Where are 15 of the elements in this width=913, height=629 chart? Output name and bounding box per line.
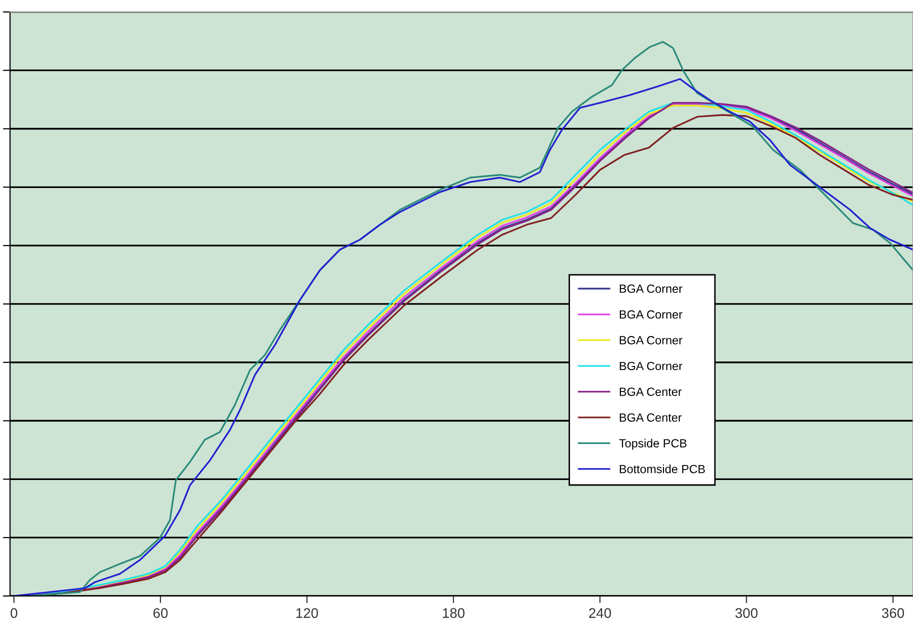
x-tick-label: 120 [296,608,318,618]
legend-label: Topside PCB [619,438,686,450]
x-tick-label: 0 [10,608,18,618]
legend-label: Bottomside PCB [620,464,705,474]
legend-label: BGA Center [620,413,682,422]
legend-label: BGA Corner [620,284,682,293]
x-tick-label: 360 [882,608,904,618]
x-tick-label: 240 [589,608,612,618]
x-tick-label: 300 [735,608,758,618]
legend-label: BGA Corner [620,310,682,319]
legend-label: BGA Center [620,388,682,396]
legend-label: BGA Corner [620,336,682,344]
x-tick-label: 180 [442,608,465,618]
legend-label: BGA Corner [620,362,682,370]
x-tick-label: 60 [153,608,168,618]
